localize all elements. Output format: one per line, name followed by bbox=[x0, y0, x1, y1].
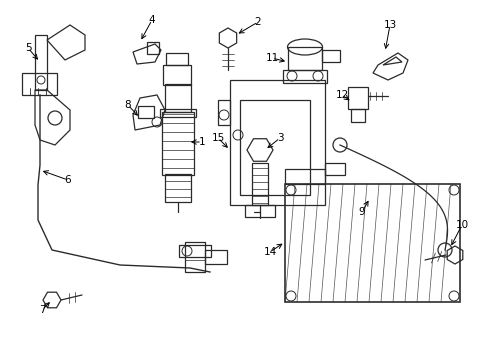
Bar bbox=[184, 242, 204, 272]
Bar bbox=[147, 42, 159, 54]
Text: 12: 12 bbox=[335, 90, 348, 100]
Bar bbox=[285, 184, 459, 302]
Bar bbox=[285, 169, 325, 184]
Text: 7: 7 bbox=[39, 305, 45, 315]
Text: 11: 11 bbox=[265, 53, 278, 63]
Text: 8: 8 bbox=[124, 100, 131, 110]
Text: 5: 5 bbox=[24, 43, 31, 53]
Bar bbox=[350, 109, 364, 122]
Bar bbox=[347, 87, 367, 109]
Bar bbox=[251, 163, 267, 205]
Text: 3: 3 bbox=[276, 133, 283, 143]
Bar bbox=[229, 80, 325, 205]
Bar bbox=[164, 174, 191, 202]
Text: 2: 2 bbox=[254, 17, 261, 27]
Text: 10: 10 bbox=[454, 220, 468, 230]
Bar bbox=[244, 205, 274, 217]
Bar bbox=[164, 84, 191, 112]
Bar bbox=[321, 50, 339, 62]
Text: 6: 6 bbox=[64, 175, 71, 185]
Bar bbox=[160, 109, 196, 117]
Text: 4: 4 bbox=[148, 15, 155, 25]
Bar bbox=[283, 70, 326, 83]
Bar bbox=[138, 106, 154, 118]
Bar bbox=[240, 100, 309, 195]
Text: 14: 14 bbox=[263, 247, 276, 257]
Bar bbox=[218, 100, 229, 125]
Bar bbox=[204, 250, 226, 264]
Bar bbox=[287, 47, 321, 70]
Bar bbox=[165, 53, 187, 65]
Bar bbox=[163, 65, 191, 85]
Text: 9: 9 bbox=[358, 207, 365, 217]
Bar bbox=[35, 35, 47, 90]
Text: 15: 15 bbox=[211, 133, 224, 143]
Bar bbox=[325, 163, 345, 175]
Text: 13: 13 bbox=[383, 20, 396, 30]
Text: 1: 1 bbox=[198, 137, 205, 147]
Bar bbox=[162, 112, 194, 175]
Bar bbox=[22, 73, 57, 95]
Bar bbox=[179, 245, 210, 257]
